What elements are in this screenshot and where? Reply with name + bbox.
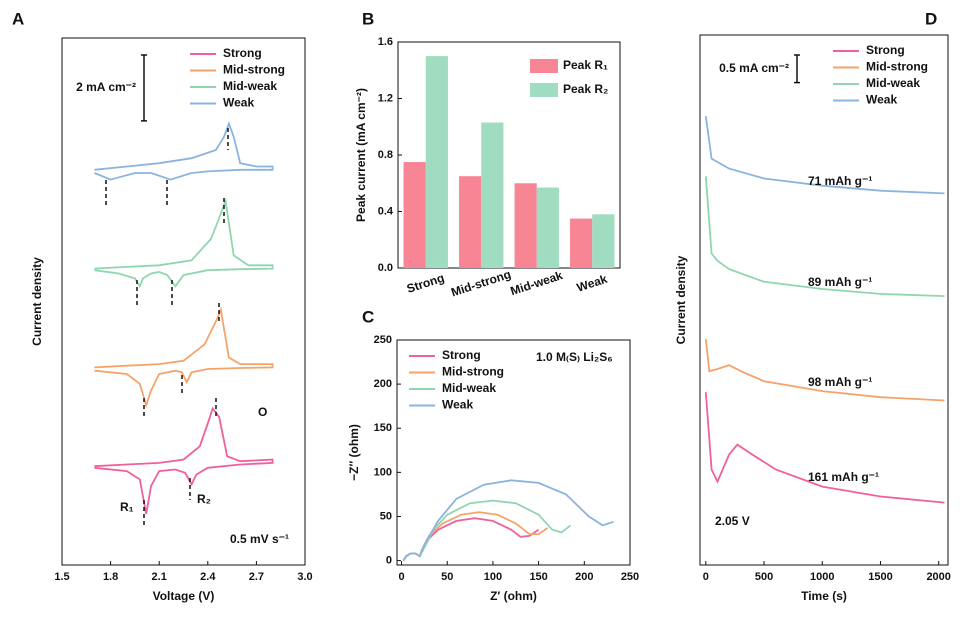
x-tick-label: Weak — [575, 272, 609, 295]
x-axis-label: Time (s) — [801, 589, 847, 603]
series-line — [704, 116, 945, 195]
series-line — [94, 197, 274, 289]
legend-label: Strong — [866, 43, 905, 57]
legend-label: Peak R₂ — [563, 82, 608, 96]
y-tick-label: 200 — [374, 378, 392, 390]
y-tick-label: 150 — [374, 422, 392, 434]
y-axis-label: Current density — [674, 255, 688, 344]
x-tick-label: 2.4 — [200, 571, 216, 583]
x-tick-label: 1500 — [868, 571, 892, 583]
plot-frame — [396, 339, 631, 566]
x-tick-label: 1000 — [810, 571, 834, 583]
series-line — [402, 499, 572, 562]
y-tick-label: 100 — [374, 466, 392, 478]
bar — [459, 176, 482, 268]
bar — [481, 122, 504, 268]
series-line — [704, 392, 945, 504]
y-tick-label: 0 — [386, 554, 392, 566]
bar — [514, 183, 537, 268]
legend-swatch — [530, 59, 558, 73]
x-tick-label: 2.7 — [249, 571, 264, 583]
y-tick-label: 0.4 — [378, 205, 394, 217]
annotation: 0.5 mV s⁻¹ — [230, 532, 289, 546]
scale-bar-label: 0.5 mA cm⁻² — [719, 61, 789, 75]
x-tick-label: 250 — [621, 571, 639, 583]
y-tick-label: 250 — [374, 334, 392, 346]
y-tick-label: 1.6 — [378, 36, 393, 48]
legend-swatch — [530, 83, 558, 97]
y-axis-label: Peak current (mA cm⁻²) — [354, 88, 368, 222]
legend-label: Mid-strong — [223, 63, 285, 77]
x-tick-label: 0 — [703, 571, 709, 583]
legend-label: Mid-weak — [223, 79, 277, 93]
x-tick-label: 500 — [755, 571, 773, 583]
annotation: 2.05 V — [715, 514, 750, 528]
series-line — [704, 339, 945, 402]
y-axis-label: Current density — [30, 257, 44, 346]
x-tick-label: 1.5 — [54, 571, 69, 583]
x-tick-label: 100 — [484, 571, 502, 583]
annotation: R₂ — [197, 492, 211, 506]
bar — [425, 56, 448, 268]
legend-label: Weak — [442, 398, 473, 412]
x-tick-label: 150 — [529, 571, 547, 583]
legend-label: Mid-strong — [442, 365, 504, 379]
y-axis-label: −Z″ (ohm) — [347, 424, 361, 481]
panel-letter: C — [362, 307, 374, 326]
x-tick-label: Strong — [405, 271, 446, 296]
bar — [536, 187, 559, 268]
annotation: 1.0 M₍S₎ Li₂S₆ — [536, 350, 613, 364]
x-tick-label: Mid-weak — [509, 268, 565, 298]
series-line — [94, 306, 274, 409]
legend-label: Peak R₁ — [563, 58, 608, 72]
panel-letter: B — [362, 9, 374, 28]
x-tick-label: 0 — [399, 571, 405, 583]
bar — [592, 214, 615, 268]
y-tick-label: 1.2 — [378, 92, 393, 104]
plot-frame — [61, 37, 306, 566]
legend-label: Mid-weak — [442, 381, 496, 395]
legend-label: Strong — [442, 348, 481, 362]
annotation: 161 mAh g⁻¹ — [808, 470, 879, 484]
panel-letter: D — [925, 9, 937, 28]
y-tick-label: 0.8 — [378, 149, 393, 161]
y-tick-label: 0.0 — [378, 262, 393, 274]
x-tick-label: 3.0 — [297, 571, 312, 583]
annotation: R₁ — [120, 500, 134, 514]
legend-label: Mid-strong — [866, 60, 928, 74]
bar — [403, 162, 426, 268]
legend-label: Weak — [866, 93, 897, 107]
series-line — [94, 120, 274, 181]
x-tick-label: Mid-strong — [449, 267, 512, 299]
annotation: 98 mAh g⁻¹ — [808, 375, 872, 389]
x-axis-label: Z′ (ohm) — [490, 589, 537, 603]
x-tick-label: 200 — [575, 571, 593, 583]
scale-bar-label: 2 mA cm⁻² — [76, 80, 136, 94]
x-tick-label: 50 — [441, 571, 453, 583]
annotation: O — [258, 405, 267, 419]
panel-letter: A — [12, 9, 24, 28]
legend-label: Weak — [223, 96, 254, 110]
x-axis-label: Voltage (V) — [153, 589, 215, 603]
x-tick-label: 1.8 — [103, 571, 118, 583]
annotation: 71 mAh g⁻¹ — [808, 174, 872, 188]
annotation: 89 mAh g⁻¹ — [808, 275, 872, 289]
legend-label: Strong — [223, 46, 262, 60]
x-tick-label: 2.1 — [152, 571, 167, 583]
legend-label: Mid-weak — [866, 76, 920, 90]
plot-frame — [699, 34, 949, 566]
y-tick-label: 50 — [380, 510, 392, 522]
x-tick-label: 2000 — [926, 571, 950, 583]
series-line — [402, 479, 614, 562]
bar — [570, 218, 593, 268]
series-line — [94, 406, 274, 515]
series-line — [704, 176, 945, 297]
